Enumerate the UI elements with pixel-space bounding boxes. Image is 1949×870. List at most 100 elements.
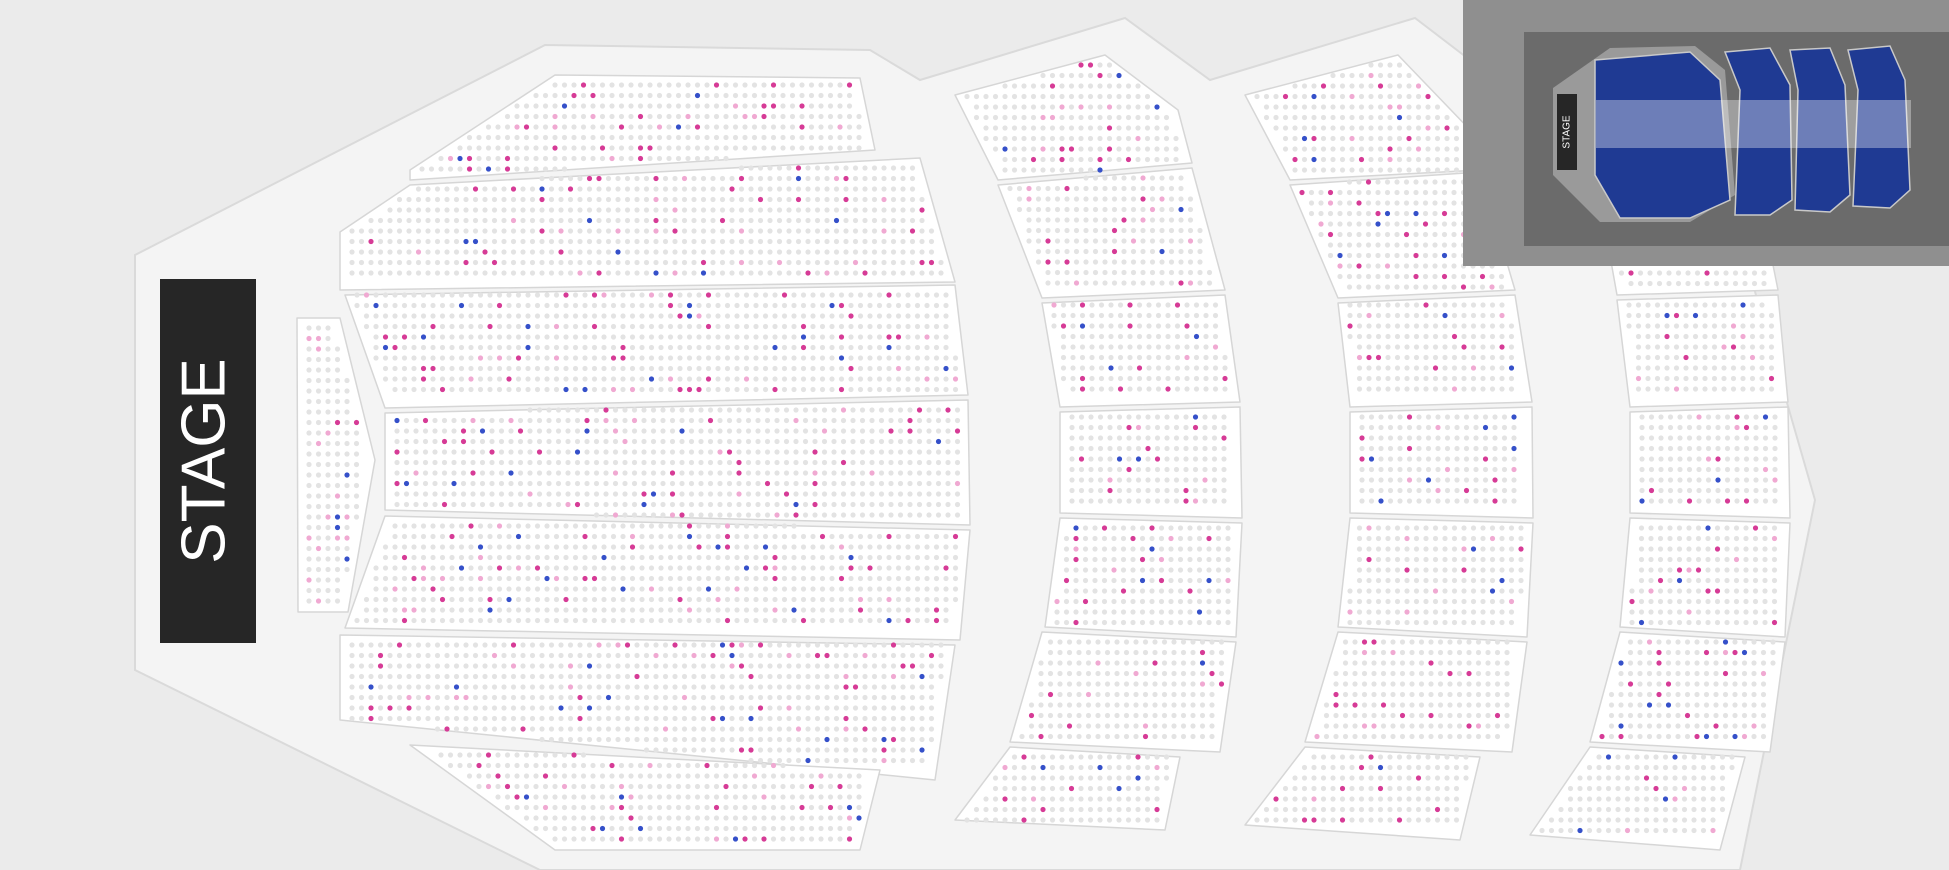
seat-available[interactable] [862,726,868,732]
seat-available[interactable] [1038,733,1044,740]
seat-resale[interactable] [869,470,875,476]
seat-available[interactable] [610,355,617,361]
seat-available[interactable] [628,815,634,821]
seat-premium[interactable] [458,302,465,309]
seat-available[interactable] [677,313,683,319]
seat-premium[interactable] [368,684,374,690]
seat-available[interactable] [552,145,558,151]
seat-resale[interactable] [647,762,653,769]
seat-resale[interactable] [672,270,678,276]
seat-available[interactable] [571,752,577,758]
seat-available[interactable] [793,512,799,518]
seat-available[interactable] [629,544,636,550]
seat-available[interactable] [580,82,587,88]
seat-resale[interactable] [1133,670,1139,677]
seat-available[interactable] [596,270,602,276]
seat-available[interactable] [591,575,598,582]
seat-available[interactable] [1140,196,1146,202]
seat-available[interactable] [1111,248,1118,255]
seat-available[interactable] [705,292,712,298]
seat-resale[interactable] [881,196,887,203]
seat-premium[interactable] [1139,577,1146,584]
seat-available[interactable] [795,196,802,203]
seat-available[interactable] [1045,238,1051,244]
seat-resale[interactable] [612,428,619,434]
seat-resale[interactable] [881,757,887,764]
seat-resale[interactable] [1130,238,1137,244]
seat-resale[interactable] [751,113,758,120]
seat-resale[interactable] [477,575,484,582]
seat-available[interactable] [700,259,707,266]
seat-available[interactable] [677,386,683,393]
seat-available[interactable] [919,207,925,213]
seat-available[interactable] [888,428,894,434]
seat-resale[interactable] [738,642,745,648]
seat-premium[interactable] [848,554,854,561]
seat-available[interactable] [1021,817,1027,823]
seat-available[interactable] [430,365,436,372]
seat-resale[interactable] [691,652,697,659]
seat-available[interactable] [667,302,674,309]
seat-available[interactable] [669,470,676,476]
seat-available[interactable] [742,836,748,842]
seat-available[interactable] [387,705,393,711]
seat-resale[interactable] [315,440,322,447]
seat-available[interactable] [1192,424,1199,431]
seat-premium[interactable] [1097,167,1103,173]
seat-available[interactable] [1222,375,1228,382]
seat-resale[interactable] [786,705,792,711]
seat-available[interactable] [886,533,892,540]
seat-available[interactable] [704,762,710,769]
seat-available[interactable] [677,596,683,603]
seat-available[interactable] [805,270,811,276]
seat-premium[interactable] [1199,660,1206,666]
seat-available[interactable] [523,124,530,130]
seat-resale[interactable] [653,196,659,203]
seat-available[interactable] [848,313,854,319]
seat-premium[interactable] [700,270,707,276]
seat-resale[interactable] [1159,196,1165,202]
seat-available[interactable] [504,155,511,162]
seat-resale[interactable] [715,596,721,603]
seat-resale[interactable] [713,836,720,842]
seat-resale[interactable] [420,565,427,571]
seat-available[interactable] [819,533,826,540]
seat-available[interactable] [1079,375,1086,382]
seat-resale[interactable] [510,663,517,669]
seat-available[interactable] [620,344,626,351]
seat-available[interactable] [843,175,849,182]
seat-available[interactable] [1059,156,1065,163]
seat-available[interactable] [647,145,653,151]
seat-available[interactable] [1079,302,1086,308]
seat-resale[interactable] [648,586,655,592]
seat-premium[interactable] [334,514,341,520]
seat-available[interactable] [694,124,701,130]
seat-premium[interactable] [1159,248,1165,255]
seat-available[interactable] [485,752,492,758]
seat-resale[interactable] [772,607,778,613]
seat-resale[interactable] [843,673,849,680]
seat-available[interactable] [723,783,729,790]
seat-premium[interactable] [800,334,807,340]
seat-resale[interactable] [1140,175,1146,181]
seat-premium[interactable] [453,684,460,690]
seat-available[interactable] [586,175,593,182]
seat-resale[interactable] [415,249,422,255]
seat-premium[interactable] [605,694,612,701]
seat-premium[interactable] [394,417,400,424]
seat-available[interactable] [1068,146,1075,152]
seat-premium[interactable] [558,705,564,711]
seat-available[interactable] [504,783,511,790]
seat-available[interactable] [933,607,940,613]
seat-available[interactable] [401,554,408,561]
seat-premium[interactable] [458,565,465,571]
section-balc-c2[interactable] [1289,171,1516,299]
seat-resale[interactable] [1051,302,1057,308]
seat-resale[interactable] [1002,764,1008,771]
seat-available[interactable] [890,736,897,743]
seat-available[interactable] [582,533,588,540]
seat-premium[interactable] [935,438,942,445]
seat-available[interactable] [1063,577,1070,584]
seat-available[interactable] [952,533,959,540]
